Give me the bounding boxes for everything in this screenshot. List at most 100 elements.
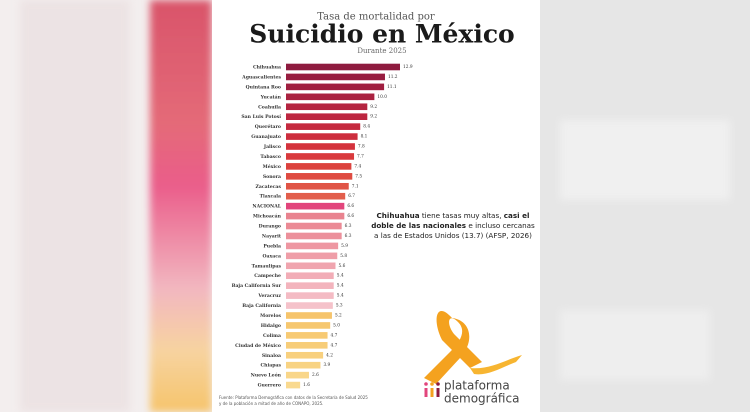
value-label: 12.9	[403, 65, 413, 70]
bar	[286, 302, 333, 309]
title-top: Tasa de mortalidad por	[317, 12, 435, 23]
category-label: Guerrero	[258, 383, 281, 389]
value-label: 6.3	[345, 224, 352, 229]
annotation-segment: e incluso cercanas	[466, 221, 535, 230]
value-label: 5.4	[337, 274, 344, 279]
category-label: Sinaloa	[262, 353, 281, 359]
value-label: 4.7	[331, 343, 338, 348]
value-label: 6.3	[345, 234, 352, 239]
bar	[286, 93, 375, 101]
logo-text: plataforma	[444, 379, 510, 393]
value-label: 8.4	[363, 125, 370, 130]
category-label: San Luis Potosí	[241, 113, 281, 120]
bar	[286, 322, 331, 329]
bar	[286, 153, 355, 160]
value-label: 9.2	[370, 115, 377, 120]
bar	[286, 342, 328, 349]
annotation-segment: Chihuahua	[377, 211, 420, 220]
subtitle: Durante 2025	[357, 47, 406, 55]
blurred-background-left	[0, 0, 212, 412]
bar	[286, 312, 332, 319]
bar	[286, 73, 385, 81]
bar	[286, 103, 368, 111]
bar	[286, 292, 334, 299]
bar	[286, 262, 336, 270]
logo-icon	[424, 382, 440, 397]
category-label: Guanajuato	[251, 134, 281, 140]
value-label: 6.6	[347, 214, 354, 219]
value-label: 4.7	[331, 333, 338, 338]
category-label: Jalisco	[263, 144, 281, 150]
annotation-line: Chihuahua tiene tasas muy altas, casi el	[377, 211, 530, 220]
value-label: 11.1	[387, 85, 397, 90]
category-label: Coahuila	[258, 104, 281, 110]
value-label: 5.0	[333, 323, 340, 328]
bar	[286, 182, 349, 190]
bar	[286, 272, 334, 280]
value-label: 5.4	[337, 294, 344, 299]
bar	[286, 133, 358, 140]
value-label: 5.8	[340, 254, 347, 259]
logo-text: demográfica	[444, 392, 519, 406]
bar	[286, 381, 301, 389]
value-label: 5.3	[336, 304, 343, 309]
value-label: 5.6	[338, 264, 345, 269]
source: y de la población a mitad de año de CONA…	[219, 401, 323, 406]
category-label: Tamaulipas	[252, 263, 282, 269]
annotation-line: doble de las nacionales e incluso cercan…	[371, 221, 535, 230]
value-label: 7.1	[352, 184, 359, 189]
bar	[286, 143, 355, 150]
value-label: 7.7	[357, 154, 364, 159]
category-label: Michoacán	[253, 213, 282, 220]
bar	[286, 351, 324, 359]
value-label: 7.8	[358, 145, 365, 150]
category-label: Morelos	[260, 313, 281, 319]
bar	[286, 361, 321, 369]
value-label: 8.1	[361, 135, 368, 140]
value-label: 7.5	[355, 174, 362, 179]
category-label: Puebla	[263, 243, 281, 249]
bar	[286, 252, 338, 260]
category-label: Durango	[259, 224, 281, 230]
ribbon-icon	[424, 310, 482, 384]
bars: Chihuahua 12.9 Aguascalientes 11.2 Quintana …	[232, 63, 413, 389]
category-label: Hidalgo	[261, 323, 281, 329]
value-label: 11.2	[388, 75, 398, 80]
bar	[286, 173, 353, 180]
category-label: Chihuahua	[253, 65, 281, 71]
bar	[286, 192, 346, 200]
category-label: Ciudad de México	[235, 342, 281, 349]
category-label: Yucatán	[260, 93, 282, 100]
annotation-segment: a las de Estados Unidos (13.7) (AFSP, 20…	[374, 231, 532, 240]
category-label: Nuevo León	[251, 372, 282, 379]
category-label: Baja California Sur	[232, 283, 282, 289]
value-label: 5.9	[341, 244, 348, 249]
value-label: 2.6	[312, 373, 319, 378]
category-label: Querétaro	[255, 123, 281, 130]
category-label: Campeche	[254, 273, 281, 279]
annotation-line: a las de Estados Unidos (13.7) (AFSP, 20…	[374, 231, 532, 240]
category-label: Tlaxcala	[260, 194, 281, 200]
value-label: 9.2	[370, 105, 377, 110]
annotation-segment: tiene tasas muy altas,	[420, 211, 504, 220]
annotation-segment: doble de las nacionales	[371, 221, 466, 230]
bar	[286, 332, 328, 339]
value-label: 6.6	[347, 204, 354, 209]
value-label: 1.6	[303, 383, 310, 388]
bar	[286, 212, 345, 220]
value-label: 7.4	[354, 164, 361, 169]
value-label: 10.0	[377, 95, 387, 100]
category-label: Tabasco	[260, 154, 281, 160]
bar	[286, 202, 345, 210]
blurred-background-right	[540, 0, 750, 412]
source: Fuente: Plataforma Demográfica con datos…	[219, 395, 368, 400]
category-label: NACIONAL	[252, 204, 281, 210]
bar	[286, 63, 400, 71]
chart-title: Suicidio en México	[249, 20, 514, 49]
value-label: 3.9	[323, 363, 330, 368]
category-label: Baja California	[242, 303, 281, 309]
bar	[286, 113, 368, 120]
category-label: Veracruz	[257, 293, 281, 299]
ribbon-tail	[470, 355, 522, 375]
